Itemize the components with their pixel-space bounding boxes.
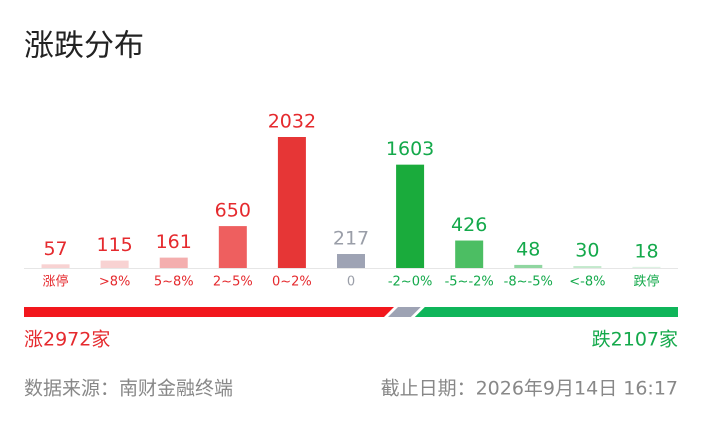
- x-tick-label: -8~-5%: [504, 275, 553, 290]
- x-tick-label: >8%: [99, 275, 131, 290]
- ratio-segment: [388, 307, 421, 317]
- x-tick-label: <-8%: [569, 275, 605, 290]
- bar: [277, 137, 306, 268]
- x-tick-label: 0: [347, 275, 355, 290]
- value-label: 1603: [386, 138, 434, 160]
- bar: [218, 226, 247, 268]
- value-label: 30: [575, 240, 599, 262]
- bar: [41, 264, 70, 268]
- value-label: 650: [215, 200, 251, 222]
- bar: [573, 266, 602, 268]
- value-label: 48: [516, 238, 540, 260]
- x-tick-label: -5~-2%: [445, 275, 494, 290]
- x-tick-label: 5~8%: [154, 275, 194, 290]
- bar: [632, 266, 661, 268]
- date: 截止日期：2026年9月14日 16:17: [381, 378, 678, 400]
- x-tick-label: 涨停: [43, 274, 69, 290]
- bar: [337, 254, 365, 268]
- ratio-segment: [24, 307, 395, 317]
- bar: [159, 257, 188, 268]
- value-label: 426: [451, 214, 487, 236]
- chart-title: 涨跌分布: [24, 29, 144, 64]
- value-label: 18: [634, 240, 658, 262]
- bar: [100, 260, 129, 268]
- x-tick-label: 跌停: [633, 274, 659, 290]
- value-label: 161: [156, 231, 192, 253]
- value-label: 2032: [268, 111, 316, 133]
- bar: [514, 264, 543, 268]
- ratio-segment: [414, 307, 678, 317]
- source: 数据来源：南财金融终端: [24, 378, 233, 400]
- down-count: 跌2107家: [592, 329, 678, 351]
- bar: [396, 164, 425, 268]
- bar: [455, 240, 484, 268]
- value-label: 57: [43, 238, 67, 260]
- x-tick-label: -2~0%: [388, 275, 432, 290]
- up-count: 涨2972家: [24, 329, 110, 351]
- x-tick-label: 0~2%: [272, 275, 312, 290]
- x-tick-label: 2~5%: [213, 275, 253, 290]
- value-label: 115: [97, 234, 133, 256]
- value-label: 217: [333, 228, 369, 250]
